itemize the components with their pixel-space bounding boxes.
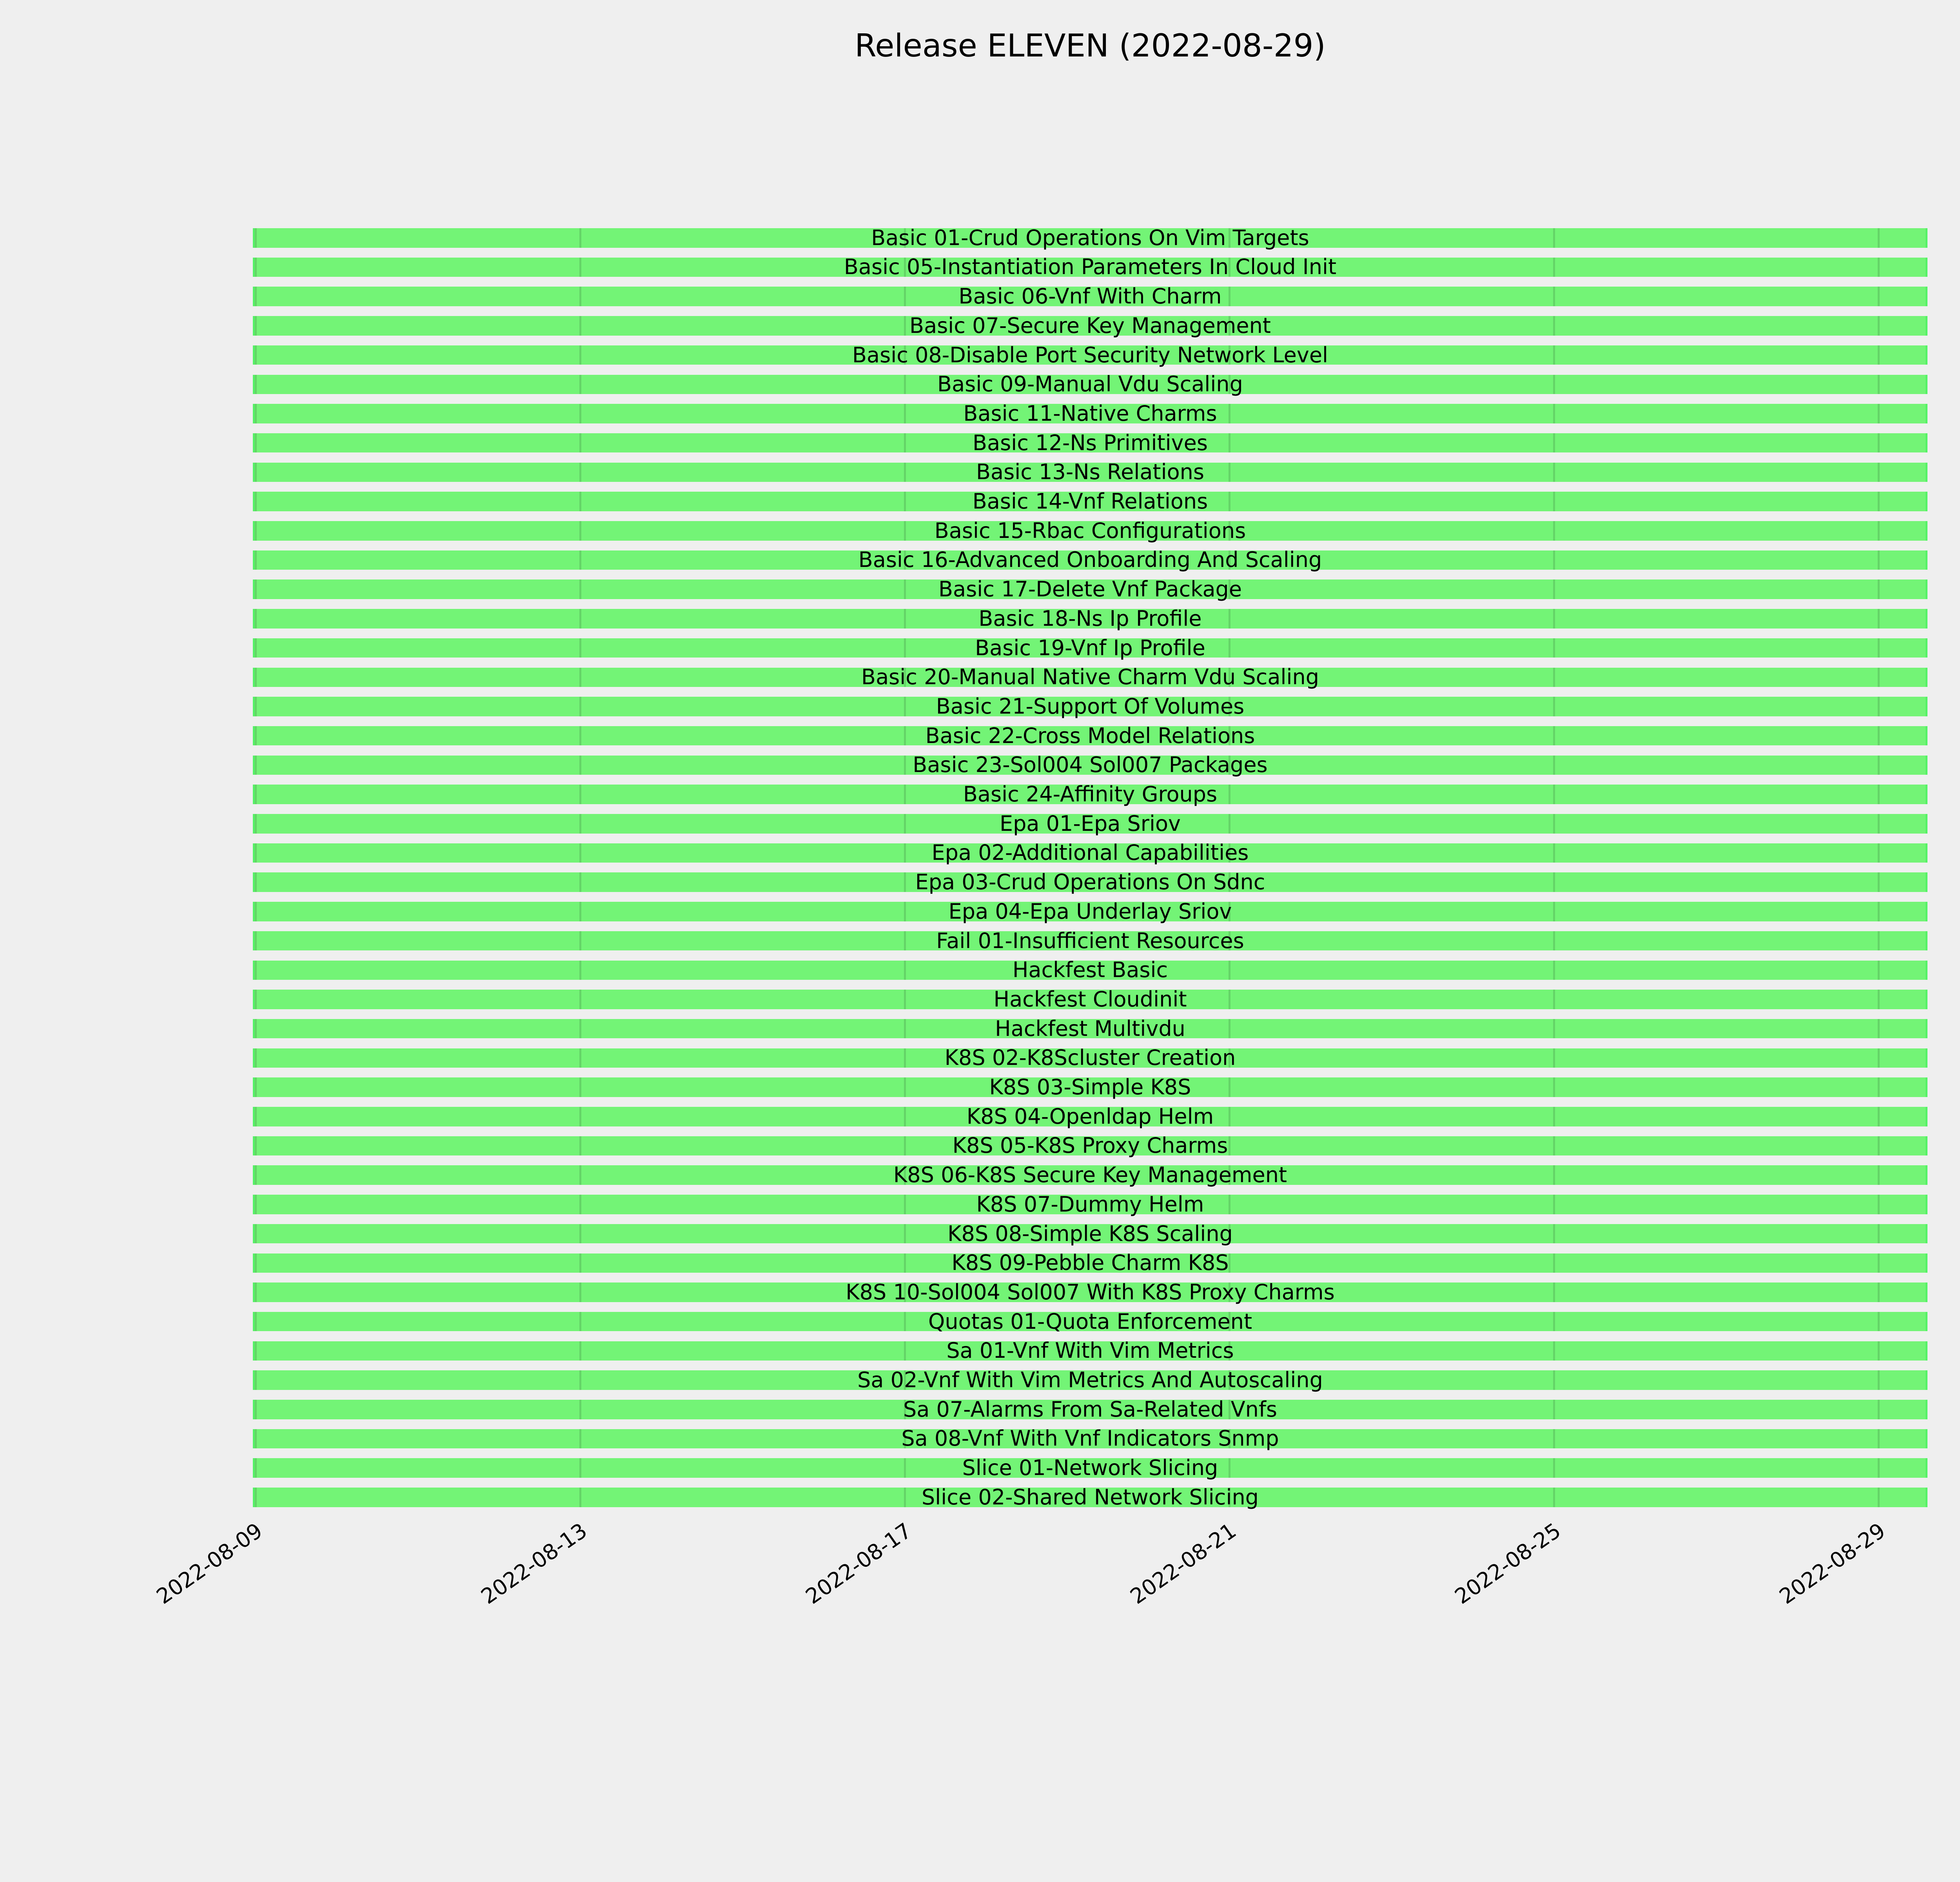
task-label: Slice 02-Shared Network Slicing (922, 1484, 1259, 1510)
x-tick-label: 2022-08-17 (801, 1518, 916, 1609)
gantt-bar-row: K8S 05-K8S Proxy Charms (253, 1133, 1927, 1158)
gantt-bar-row: Basic 22-Cross Model Relations (253, 723, 1927, 748)
gantt-bar-row: Slice 01-Network Slicing (253, 1455, 1927, 1481)
gantt-bar-row: Basic 09-Manual Vdu Scaling (253, 372, 1927, 397)
gantt-bar-row: Basic 17-Delete Vnf Package (253, 577, 1927, 602)
task-label: Sa 07-Alarms From Sa-Related Vnfs (903, 1397, 1278, 1422)
task-label: Basic 01-Crud Operations On Vim Targets (871, 225, 1309, 250)
x-tick-label: 2022-08-09 (152, 1518, 267, 1609)
task-label: Epa 02-Additional Capabilities (931, 840, 1249, 865)
gantt-bar-row: Epa 02-Additional Capabilities (253, 840, 1927, 865)
gantt-bar-row: Basic 24-Affinity Groups (253, 782, 1927, 807)
gantt-bar-row: Hackfest Basic (253, 957, 1927, 983)
task-label: Basic 17-Delete Vnf Package (938, 577, 1242, 602)
task-label: Fail 01-Insufficient Resources (936, 928, 1244, 953)
gantt-bar-row: Basic 08-Disable Port Security Network L… (253, 342, 1927, 367)
gantt-bar-row: Basic 20-Manual Native Charm Vdu Scaling (253, 665, 1927, 690)
task-label: Epa 04-Epa Underlay Sriov (948, 899, 1232, 924)
task-label: Hackfest Basic (1012, 957, 1168, 983)
task-label: Basic 09-Manual Vdu Scaling (937, 372, 1243, 397)
gantt-bar-row: Basic 18-Ns Ip Profile (253, 606, 1927, 631)
gantt-bar-row: Basic 05-Instantiation Parameters In Clo… (253, 254, 1927, 280)
task-label: K8S 04-Openldap Helm (966, 1104, 1214, 1129)
gantt-bar-row: Hackfest Multivdu (253, 1016, 1927, 1041)
gantt-bar-row: Basic 23-Sol004 Sol007 Packages (253, 752, 1927, 778)
x-tick-label: 2022-08-29 (1775, 1518, 1890, 1609)
gantt-bar-row: Epa 01-Epa Sriov (253, 811, 1927, 836)
task-label: Hackfest Cloudinit (993, 986, 1187, 1012)
gantt-bar-row: K8S 06-K8S Secure Key Management (253, 1163, 1927, 1188)
task-label: Basic 14-Vnf Relations (972, 489, 1208, 514)
task-label: Basic 06-Vnf With Charm (958, 284, 1222, 309)
task-label: K8S 05-K8S Proxy Charms (952, 1133, 1228, 1158)
gantt-bar-row: Basic 11-Native Charms (253, 401, 1927, 426)
gantt-bar-row: K8S 02-K8Scluster Creation (253, 1045, 1927, 1070)
task-label: K8S 06-K8S Secure Key Management (893, 1163, 1287, 1188)
gantt-bar-row: Basic 06-Vnf With Charm (253, 284, 1927, 309)
gantt-bar-row: Basic 12-Ns Primitives (253, 430, 1927, 455)
gantt-bar-row: Sa 07-Alarms From Sa-Related Vnfs (253, 1397, 1927, 1422)
task-label: Basic 11-Native Charms (963, 401, 1217, 426)
gantt-bar-row: Basic 14-Vnf Relations (253, 489, 1927, 514)
gantt-bar-row: Fail 01-Insufficient Resources (253, 928, 1927, 953)
task-label: Slice 01-Network Slicing (962, 1455, 1218, 1481)
task-label: Basic 08-Disable Port Security Network L… (852, 342, 1328, 367)
task-label: Epa 03-Crud Operations On Sdnc (915, 870, 1265, 895)
gantt-bar-row: Basic 01-Crud Operations On Vim Targets (253, 225, 1927, 250)
task-label: K8S 09-Pebble Charm K8S (951, 1250, 1229, 1275)
task-label: K8S 07-Dummy Helm (976, 1192, 1204, 1217)
task-label: Basic 18-Ns Ip Profile (978, 606, 1202, 631)
task-label: Basic 05-Instantiation Parameters In Clo… (844, 254, 1337, 280)
gantt-bar-row: Basic 21-Support Of Volumes (253, 694, 1927, 719)
gantt-bar-row: K8S 10-Sol004 Sol007 With K8S Proxy Char… (253, 1279, 1927, 1304)
task-label: Hackfest Multivdu (995, 1016, 1185, 1041)
task-label: K8S 02-K8Scluster Creation (944, 1045, 1236, 1070)
gantt-bar-row: K8S 04-Openldap Helm (253, 1104, 1927, 1129)
gantt-bar-row: K8S 07-Dummy Helm (253, 1192, 1927, 1217)
task-label: Basic 20-Manual Native Charm Vdu Scaling (861, 665, 1319, 690)
gantt-bar-row: Basic 16-Advanced Onboarding And Scaling (253, 547, 1927, 572)
task-label: Sa 02-Vnf With Vim Metrics And Autoscali… (857, 1368, 1323, 1393)
task-label: Basic 22-Cross Model Relations (925, 723, 1255, 748)
task-label: Sa 08-Vnf With Vnf Indicators Snmp (901, 1426, 1279, 1451)
gantt-bar-row: Basic 15-Rbac Configurations (253, 518, 1927, 543)
gantt-bar-row: Sa 02-Vnf With Vim Metrics And Autoscali… (253, 1368, 1927, 1393)
gantt-bar-row: Hackfest Cloudinit (253, 986, 1927, 1012)
task-label: Epa 01-Epa Sriov (1000, 811, 1181, 836)
gantt-bar-row: Epa 04-Epa Underlay Sriov (253, 899, 1927, 924)
task-label: Basic 12-Ns Primitives (973, 430, 1208, 455)
x-tick-label: 2022-08-25 (1450, 1518, 1566, 1609)
gantt-bar-row: K8S 09-Pebble Charm K8S (253, 1250, 1927, 1275)
gantt-bar-row: Quotas 01-Quota Enforcement (253, 1309, 1927, 1334)
task-label: Quotas 01-Quota Enforcement (928, 1309, 1252, 1334)
x-tick-label: 2022-08-13 (476, 1518, 592, 1609)
task-label: Sa 01-Vnf With Vim Metrics (946, 1338, 1234, 1363)
task-label: Basic 13-Ns Relations (976, 460, 1204, 485)
task-label: K8S 03-Simple K8S (989, 1075, 1191, 1100)
task-label: Basic 23-Sol004 Sol007 Packages (913, 752, 1268, 778)
gantt-bar-row: Sa 01-Vnf With Vim Metrics (253, 1338, 1927, 1363)
chart-title: Release ELEVEN (2022-08-29) (855, 27, 1326, 64)
gantt-bar-row: Sa 08-Vnf With Vnf Indicators Snmp (253, 1426, 1927, 1451)
gantt-bar-row: K8S 08-Simple K8S Scaling (253, 1221, 1927, 1246)
gantt-bar-row: Basic 13-Ns Relations (253, 460, 1927, 485)
task-label: Basic 07-Secure Key Management (909, 313, 1271, 338)
task-label: Basic 15-Rbac Configurations (934, 518, 1246, 543)
task-label: Basic 16-Advanced Onboarding And Scaling (858, 547, 1322, 572)
gantt-bar-row: K8S 03-Simple K8S (253, 1075, 1927, 1100)
x-tick-label: 2022-08-21 (1125, 1518, 1241, 1609)
gantt-bar-row: Epa 03-Crud Operations On Sdnc (253, 870, 1927, 895)
task-label: Basic 19-Vnf Ip Profile (975, 635, 1205, 660)
task-label: Basic 24-Affinity Groups (963, 782, 1218, 807)
gantt-bar-row: Basic 19-Vnf Ip Profile (253, 635, 1927, 660)
gantt-bar-row: Slice 02-Shared Network Slicing (253, 1484, 1927, 1510)
task-label: K8S 08-Simple K8S Scaling (947, 1221, 1233, 1246)
task-label: K8S 10-Sol004 Sol007 With K8S Proxy Char… (846, 1279, 1335, 1304)
gantt-bar-row: Basic 07-Secure Key Management (253, 313, 1927, 338)
task-label: Basic 21-Support Of Volumes (936, 694, 1245, 719)
